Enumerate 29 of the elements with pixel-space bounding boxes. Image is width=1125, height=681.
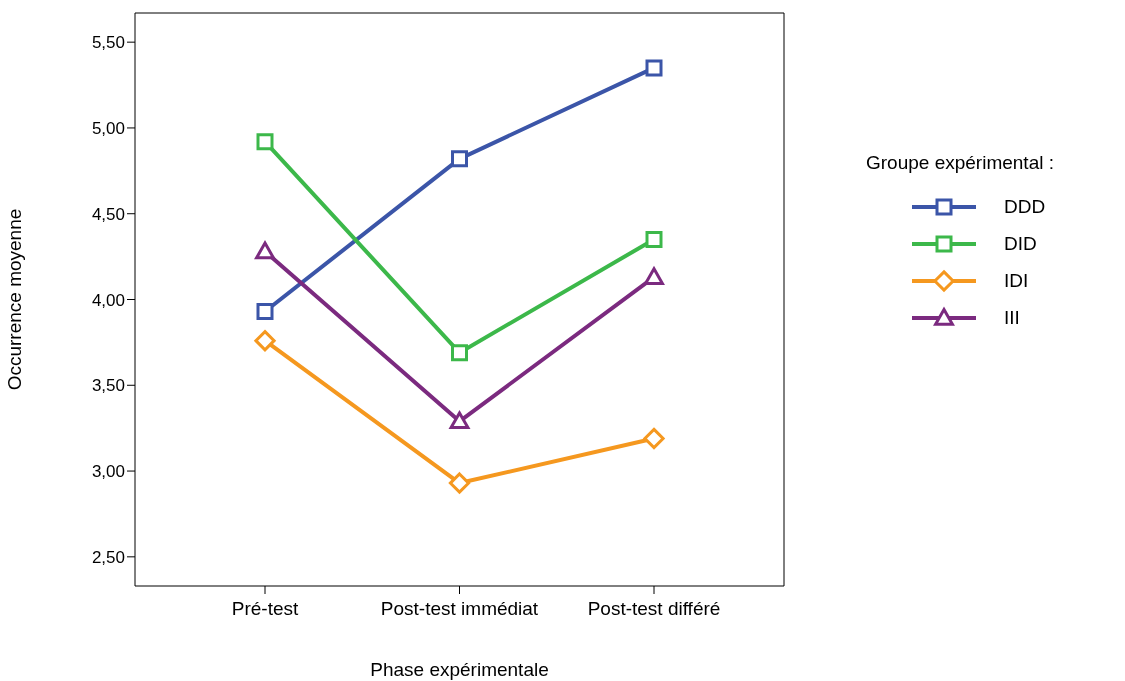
point: [256, 303, 274, 321]
point: [643, 427, 665, 450]
y-axis-title: Occurrence moyenne: [3, 208, 25, 391]
point: [451, 150, 468, 168]
y-tick-label: 5,00: [91, 118, 125, 138]
x-tick-label: Post-test différé: [587, 598, 721, 620]
x-axis-title: Phase expérimentale: [370, 659, 549, 680]
y-tick-label: 3,50: [91, 376, 125, 396]
point: [449, 411, 470, 430]
y-tick-label: 3,00: [91, 462, 125, 482]
legend-label: IDI: [1004, 269, 1029, 292]
legend-label: III: [1004, 306, 1020, 329]
point: [645, 59, 663, 77]
legend-title: Groupe expérimental :: [866, 152, 1054, 174]
point: [451, 344, 468, 362]
point: [255, 241, 275, 260]
point: [645, 230, 663, 248]
point: [448, 472, 471, 494]
y-tick-label: 4,00: [91, 290, 125, 310]
x-tick-label: Post-test immédiat: [380, 598, 539, 620]
point: [644, 267, 664, 285]
point: [254, 330, 276, 352]
y-tick-label: 4,50: [91, 204, 125, 224]
y-tick-label: 5,50: [91, 33, 125, 53]
y-tick-label: 2,50: [91, 547, 125, 567]
legend-label: DDD: [1004, 195, 1046, 218]
point: [256, 133, 274, 151]
legend-label: DID: [1004, 232, 1037, 255]
x-tick-label: Pré-test: [231, 598, 299, 620]
